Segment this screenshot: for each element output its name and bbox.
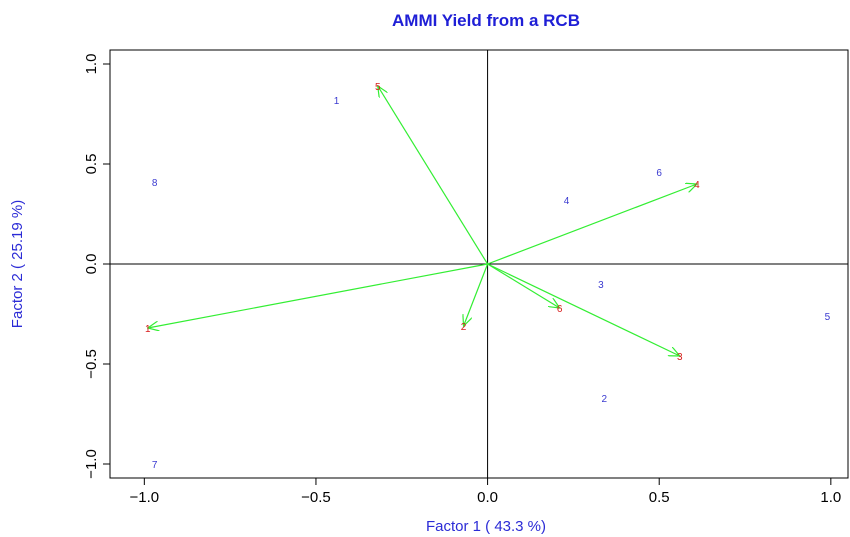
x-tick-label: −0.5	[301, 489, 331, 506]
environment-label: 6	[557, 304, 563, 315]
genotype-label: 2	[602, 394, 608, 405]
x-tick-label: 0.5	[649, 489, 670, 506]
genotype-label: 8	[152, 178, 158, 189]
environment-label: 2	[461, 322, 467, 333]
y-tick-label: 0.5	[83, 154, 100, 175]
genotype-label: 7	[152, 460, 158, 471]
environment-label: 5	[375, 82, 381, 93]
x-axis-label: Factor 1 ( 43.3 %)	[426, 518, 546, 535]
environment-arrow	[378, 86, 489, 265]
environment-arrow	[487, 184, 697, 265]
environment-arrow	[464, 263, 489, 326]
environment-label: 4	[694, 180, 700, 191]
environment-label: 3	[677, 352, 683, 363]
environment-label: 1	[145, 324, 151, 335]
chart-title: AMMI Yield from a RCB	[392, 11, 580, 30]
genotype-label: 6	[656, 168, 662, 179]
y-tick-label: 1.0	[83, 54, 100, 75]
y-tick-label: −0.5	[83, 349, 100, 379]
genotype-label: 1	[334, 96, 340, 107]
x-tick-label: −1.0	[130, 489, 160, 506]
y-tick-label: 0.0	[83, 254, 100, 275]
environment-arrow	[487, 263, 560, 308]
x-tick-label: 0.0	[477, 489, 498, 506]
genotype-label: 4	[564, 196, 570, 207]
environment-arrow	[487, 263, 680, 356]
genotype-label: 3	[598, 280, 604, 291]
plot-area: −1.0 −0.5 0.0 0.5 1.0 −1.0 −0.5 0.0 0.5 1.0 1 2 3 4 5 6…	[83, 49, 849, 506]
genotype-label: 5	[825, 312, 831, 323]
environment-arrow	[148, 263, 488, 328]
y-axis-label: Factor 2 ( 25.19 %)	[9, 200, 26, 328]
x-tick-label: 1.0	[820, 489, 841, 506]
y-tick-label: −1.0	[83, 449, 100, 479]
